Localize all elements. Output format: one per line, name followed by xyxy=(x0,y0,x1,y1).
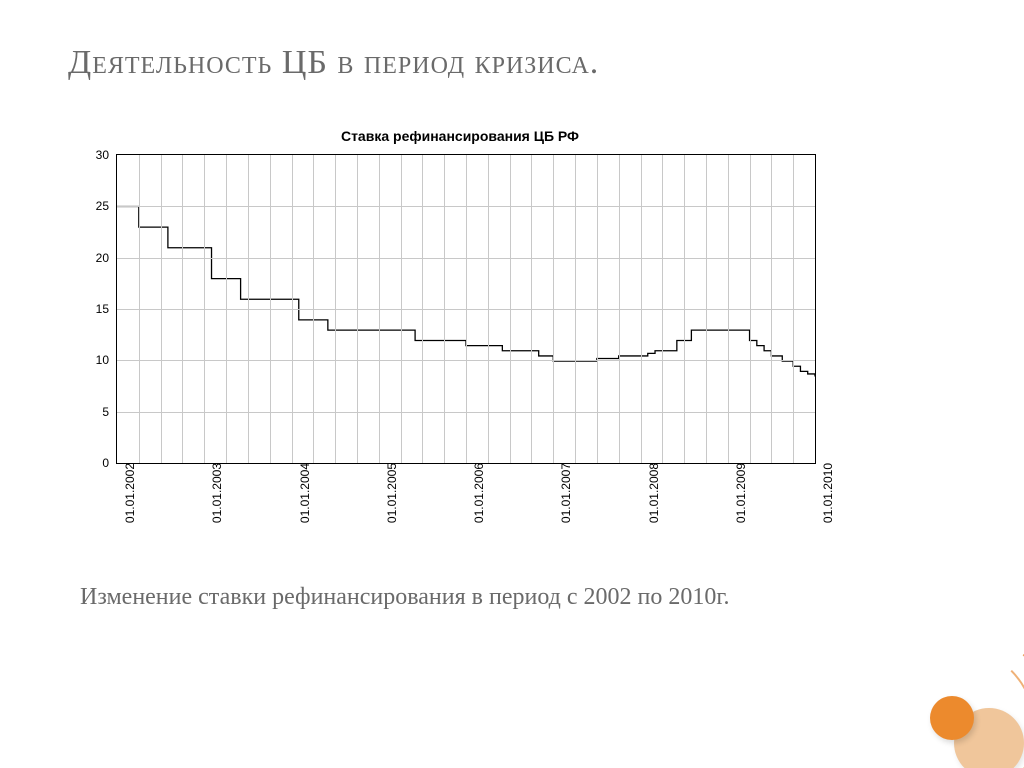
y-tick-label: 0 xyxy=(102,456,117,470)
decor-dot-small xyxy=(930,696,974,740)
gridline-x xyxy=(182,155,183,463)
gridline-x xyxy=(641,155,642,463)
gridline-x xyxy=(553,155,554,463)
gridline-x xyxy=(139,155,140,463)
gridline-x xyxy=(793,155,794,463)
y-tick-label: 15 xyxy=(96,302,117,316)
plot-area: 05101520253001.01.200201.01.200301.01.20… xyxy=(116,154,816,464)
gridline-x xyxy=(401,155,402,463)
gridline-x xyxy=(466,155,467,463)
decor-arc-2 xyxy=(872,646,1024,768)
y-tick-label: 25 xyxy=(96,199,117,213)
gridline-x xyxy=(444,155,445,463)
x-tick-label: 01.01.2005 xyxy=(379,463,399,523)
gridline-x xyxy=(684,155,685,463)
gridline-x xyxy=(510,155,511,463)
gridline-x xyxy=(619,155,620,463)
gridline-x xyxy=(750,155,751,463)
x-tick-label: 01.01.2002 xyxy=(117,463,137,523)
gridline-x xyxy=(270,155,271,463)
gridline-x xyxy=(226,155,227,463)
gridline-x xyxy=(357,155,358,463)
gridline-x xyxy=(771,155,772,463)
y-tick-label: 5 xyxy=(102,405,117,419)
corner-decoration xyxy=(844,618,964,738)
gridline-x xyxy=(292,155,293,463)
plot-box: 05101520253001.01.200201.01.200301.01.20… xyxy=(80,154,840,464)
gridline-x xyxy=(706,155,707,463)
x-tick-label: 01.01.2008 xyxy=(641,463,661,523)
gridline-x xyxy=(531,155,532,463)
x-tick-label: 01.01.2009 xyxy=(728,463,748,523)
gridline-x xyxy=(728,155,729,463)
gridline-x xyxy=(575,155,576,463)
slide-caption: Изменение ставки рефинансирования в пери… xyxy=(80,584,956,611)
gridline-x xyxy=(488,155,489,463)
x-tick-label: 01.01.2007 xyxy=(553,463,573,523)
slide-root: Деятельность ЦБ в период кризиса. Ставка… xyxy=(0,0,1024,768)
y-tick-label: 30 xyxy=(96,148,117,162)
gridline-x xyxy=(161,155,162,463)
gridline-x xyxy=(662,155,663,463)
gridline-x xyxy=(335,155,336,463)
chart-container: Ставка рефинансирования ЦБ РФ 0510152025… xyxy=(80,128,840,464)
gridline-x xyxy=(204,155,205,463)
gridline-x xyxy=(379,155,380,463)
decor-arc-1 xyxy=(850,624,1024,768)
x-tick-label: 01.01.2004 xyxy=(292,463,312,523)
gridline-x xyxy=(597,155,598,463)
x-tick-label: 01.01.2010 xyxy=(815,463,835,523)
gridline-x xyxy=(313,155,314,463)
gridline-x xyxy=(248,155,249,463)
y-tick-label: 20 xyxy=(96,251,117,265)
y-tick-label: 10 xyxy=(96,353,117,367)
chart-title: Ставка рефинансирования ЦБ РФ xyxy=(80,128,840,144)
slide-title: Деятельность ЦБ в период кризиса. xyxy=(68,44,956,82)
decor-dot-large xyxy=(954,708,1024,768)
x-tick-label: 01.01.2003 xyxy=(204,463,224,523)
x-tick-label: 01.01.2006 xyxy=(466,463,486,523)
gridline-x xyxy=(422,155,423,463)
